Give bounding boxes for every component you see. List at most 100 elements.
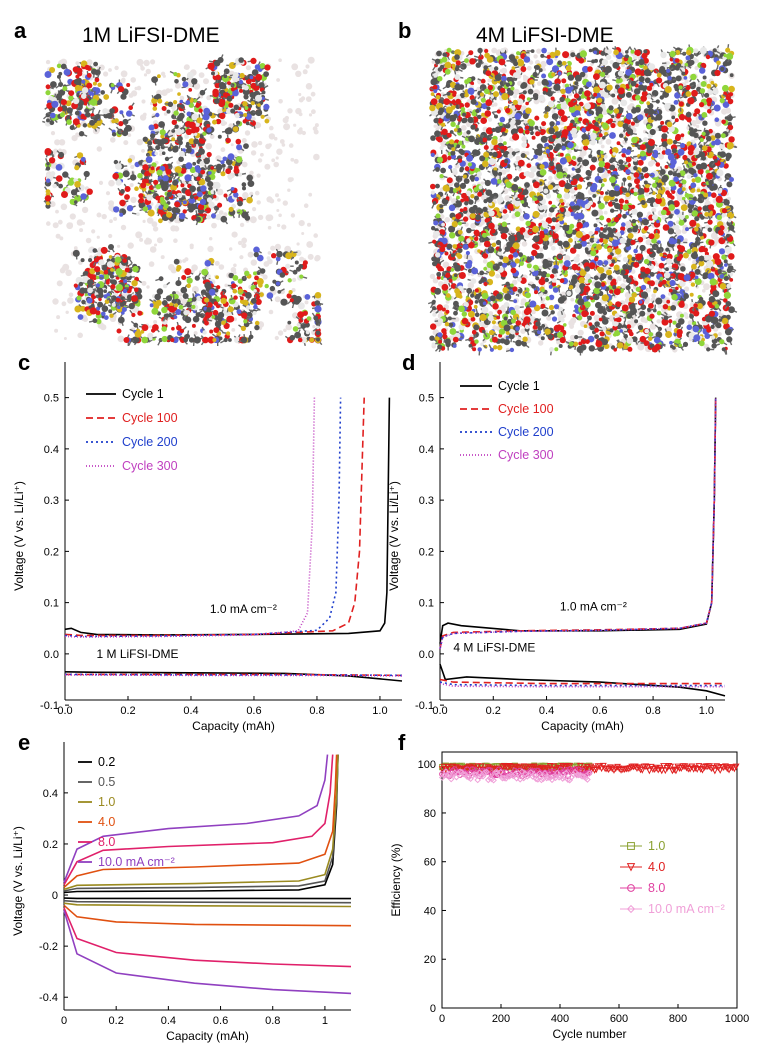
atom: [191, 304, 196, 309]
atom: [173, 258, 180, 265]
atom: [297, 302, 305, 310]
atom: [122, 288, 128, 294]
ghost-atom: [91, 229, 96, 234]
atom: [186, 111, 192, 117]
atom: [151, 307, 159, 315]
atom: [103, 289, 107, 294]
ghost-atom: [231, 231, 238, 238]
ghost-atom: [120, 224, 127, 231]
atom: [178, 156, 184, 162]
atom: [150, 133, 156, 139]
atom: [87, 287, 93, 294]
atom: [223, 322, 230, 330]
atom: [111, 302, 116, 307]
ghost-atom: [230, 143, 234, 147]
atom: [530, 49, 535, 53]
ghost-atom: [429, 273, 436, 280]
ghost-atom: [305, 96, 312, 102]
ghost-atom: [267, 251, 272, 255]
atom: [228, 338, 232, 342]
ghost-atom: [611, 97, 619, 105]
atom: [126, 110, 133, 117]
atom: [134, 287, 139, 293]
atom: [211, 213, 216, 219]
ghost-atom: [281, 224, 287, 230]
ghost-atom: [60, 203, 68, 211]
ghost-atom: [153, 320, 158, 324]
ghost-atom: [249, 191, 254, 196]
ghost-atom: [467, 272, 471, 276]
ghost-atom: [308, 113, 313, 117]
ghost-atom: [567, 149, 572, 154]
atom: [188, 337, 195, 343]
atom: [180, 167, 187, 174]
ghost-atom: [231, 328, 236, 332]
atom: [236, 309, 242, 315]
atom: [241, 312, 248, 319]
ghost-atom: [139, 237, 144, 242]
atom: [223, 74, 228, 79]
atom: [289, 334, 296, 341]
ghost-atom: [307, 253, 314, 260]
atom: [246, 174, 253, 182]
atom: [118, 86, 125, 93]
ghost-atom: [108, 233, 113, 239]
ghost-atom: [538, 340, 544, 346]
atom: [185, 100, 191, 106]
ghost-atom: [76, 219, 84, 226]
atom: [161, 106, 167, 111]
atom: [202, 337, 208, 343]
atom: [148, 124, 155, 131]
atom: [209, 298, 214, 303]
atom: [131, 312, 136, 318]
atom: [562, 51, 570, 59]
atom: [686, 174, 692, 179]
ghost-atom: [249, 170, 254, 175]
ghost-atom: [279, 139, 285, 144]
ghost-atom: [62, 263, 70, 271]
atom: [141, 324, 149, 331]
atom: [128, 105, 133, 110]
ghost-atom: [146, 217, 154, 224]
ghost-atom: [273, 161, 280, 168]
ghost-atom: [724, 107, 732, 114]
atom: [171, 326, 175, 331]
atom: [161, 151, 166, 155]
atom: [183, 337, 189, 343]
atom: [189, 166, 196, 174]
ghost-atom: [113, 216, 118, 221]
atom: [660, 209, 667, 216]
atom: [124, 186, 131, 192]
ghost-atom: [656, 319, 661, 324]
atom: [491, 320, 496, 325]
ghost-atom: [265, 214, 273, 222]
ghost-atom: [55, 233, 61, 239]
atom: [194, 275, 200, 281]
atom: [102, 108, 109, 115]
atom: [81, 86, 89, 94]
atom: [177, 114, 184, 122]
atom: [148, 145, 153, 150]
ghost-atom: [82, 316, 88, 322]
ghost-atom: [193, 82, 201, 90]
atom: [155, 184, 162, 190]
panel-title-a: 1M LiFSI-DME: [82, 24, 220, 47]
atom: [627, 346, 633, 352]
ghost-atom: [59, 236, 64, 241]
atom: [255, 94, 262, 102]
ghost-atom: [149, 325, 152, 329]
atom: [202, 113, 210, 121]
atom: [298, 264, 304, 269]
ghost-atom: [618, 277, 622, 282]
atom: [119, 199, 126, 207]
atom: [220, 171, 226, 177]
ghost-atom: [292, 277, 297, 282]
ghost-atom: [499, 69, 503, 73]
ghost-atom: [156, 237, 163, 244]
ghost-atom: [651, 293, 656, 299]
atom: [205, 313, 211, 319]
atom: [464, 58, 469, 63]
atom: [188, 88, 193, 92]
atom: [294, 299, 300, 305]
atom: [113, 206, 120, 213]
